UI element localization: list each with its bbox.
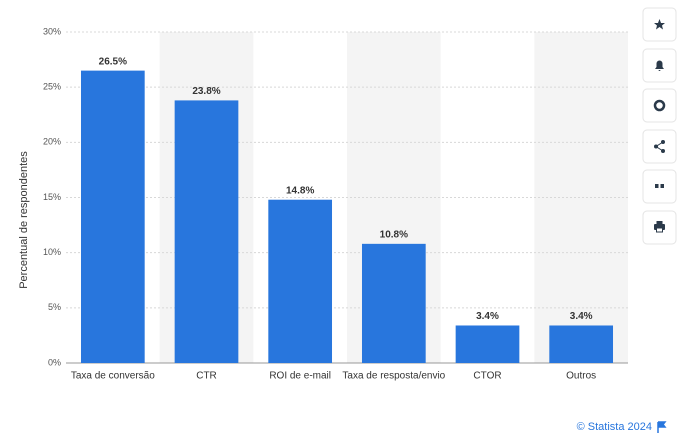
bar — [80, 70, 145, 363]
value-label: 3.4% — [570, 311, 593, 322]
bar — [268, 199, 333, 363]
bar — [549, 325, 614, 363]
y-tick-label: 15% — [43, 192, 61, 202]
toolbar — [642, 7, 677, 245]
bar — [455, 325, 520, 363]
x-tick-label: Taxa de conversão — [71, 371, 155, 382]
value-label: 26.5% — [99, 56, 127, 67]
flag-icon[interactable] — [657, 421, 667, 433]
cite-button[interactable] — [642, 169, 677, 204]
bar — [174, 100, 239, 363]
print-icon — [654, 221, 665, 233]
value-label: 14.8% — [286, 185, 314, 196]
x-tick-label: Outros — [566, 371, 596, 382]
gear-icon — [653, 99, 666, 112]
band-shade — [534, 32, 628, 363]
x-tick-label: CTR — [196, 371, 217, 382]
x-tick-label: ROI de e-mail — [269, 371, 331, 382]
footer-credit[interactable]: © Statista 2024 — [577, 421, 652, 433]
value-label: 23.8% — [192, 86, 220, 97]
value-label: 10.8% — [380, 229, 408, 240]
bar — [361, 243, 426, 363]
x-tick-label: Taxa de resposta/envio — [342, 371, 445, 382]
y-axis-label: Percentual de respondentes — [18, 151, 30, 289]
y-tick-label: 25% — [43, 82, 61, 92]
share-icon — [654, 140, 665, 153]
y-tick-label: 5% — [48, 302, 61, 312]
bell-icon — [655, 60, 664, 71]
y-tick-label: 20% — [43, 137, 61, 147]
quote-icon — [655, 184, 664, 188]
star-icon — [654, 19, 665, 30]
y-tick-label: 10% — [43, 247, 61, 257]
y-tick-label: 0% — [48, 357, 61, 367]
settings-button[interactable] — [642, 88, 677, 123]
y-tick-label: 30% — [43, 26, 61, 36]
share-button[interactable] — [642, 129, 677, 164]
x-tick-label: CTOR — [473, 371, 501, 382]
value-label: 3.4% — [476, 311, 499, 322]
